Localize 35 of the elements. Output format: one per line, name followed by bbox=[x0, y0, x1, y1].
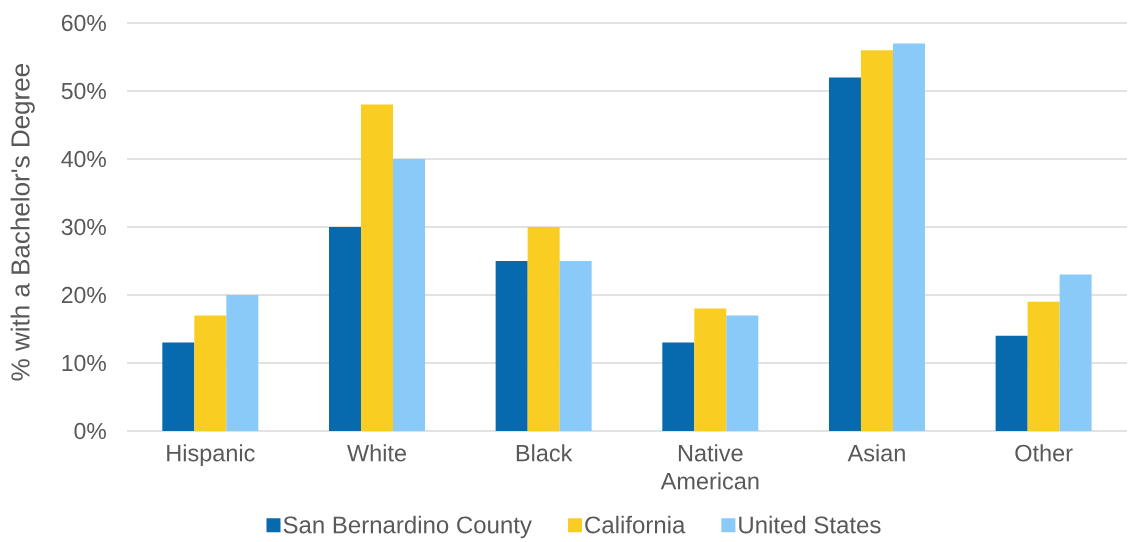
y-tick-label: 0% bbox=[74, 422, 106, 440]
bar bbox=[527, 227, 560, 431]
x-tick-label: Asian bbox=[847, 444, 905, 462]
bar bbox=[1027, 301, 1060, 431]
bar bbox=[1059, 274, 1092, 431]
y-tick-label: 20% bbox=[61, 286, 106, 304]
bar bbox=[726, 315, 759, 431]
bar bbox=[892, 43, 925, 431]
y-tick-label: 30% bbox=[61, 218, 106, 236]
legend-label: United States bbox=[739, 515, 881, 534]
y-axis-title: % with a Bachelor's Degree bbox=[10, 64, 35, 381]
bar bbox=[194, 315, 227, 431]
legend-label: San Bernardino County bbox=[283, 515, 532, 539]
bar bbox=[495, 261, 528, 431]
bar bbox=[694, 308, 727, 431]
bar bbox=[392, 159, 425, 431]
bar bbox=[860, 50, 893, 431]
x-tick-label: Hispanic bbox=[167, 444, 255, 467]
x-tick-label: Black bbox=[516, 444, 573, 462]
bar bbox=[360, 104, 393, 431]
y-tick-label: 40% bbox=[61, 150, 106, 168]
bar bbox=[162, 342, 195, 431]
x-tick-label: White bbox=[347, 444, 406, 462]
bar bbox=[662, 342, 695, 431]
y-tick-label: 60% bbox=[61, 14, 106, 32]
y-tick-label: 10% bbox=[62, 354, 106, 372]
x-tick-label: Other bbox=[1015, 444, 1073, 462]
bar bbox=[328, 227, 361, 431]
x-tick-label: Native American bbox=[660, 444, 759, 490]
bar bbox=[995, 335, 1028, 431]
legend-label: California bbox=[585, 515, 686, 534]
bar bbox=[559, 261, 592, 431]
y-tick-label: 50% bbox=[61, 82, 106, 100]
bar bbox=[226, 295, 259, 431]
bar bbox=[828, 77, 861, 431]
